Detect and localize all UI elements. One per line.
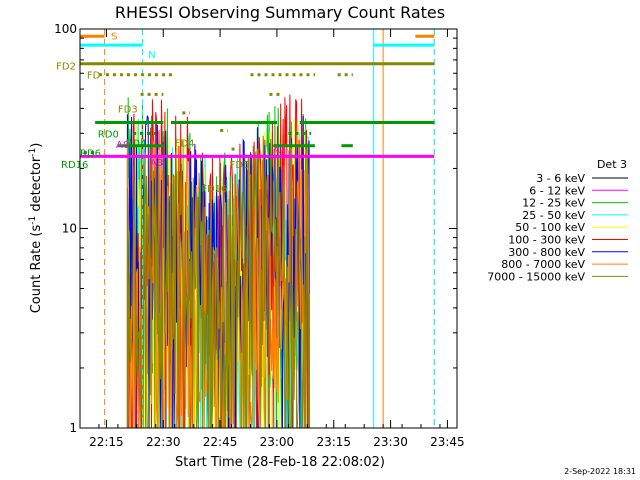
- flag-label-5: FD4: [175, 138, 195, 149]
- x-tick-label-3: 23:00: [260, 435, 295, 449]
- flag-label-14: A3: [150, 158, 163, 169]
- flag-label-2: FD: [87, 71, 101, 82]
- y-tick-label-2: 100: [54, 22, 77, 36]
- y-axis: 1 10 100: [54, 22, 457, 435]
- legend-label-5: 100 - 300 keV: [508, 234, 585, 247]
- legend-label-2: 12 - 25 keV: [522, 197, 585, 210]
- x-axis: 22:15 22:30 22:45 23:00 23:15 23:30 23:45: [79, 29, 465, 449]
- legend-label-0: 3 - 6 keV: [536, 172, 585, 185]
- y-label-sup2: -1: [28, 148, 38, 157]
- y-tick-label-0: 1: [69, 421, 77, 435]
- flag-label-8: RD0: [98, 129, 119, 140]
- y-label-end: ): [29, 143, 44, 148]
- y-tick-label-1: 10: [62, 222, 77, 236]
- x-axis-label: Start Time (28-Feb-18 22:08:02): [175, 455, 385, 470]
- series-trace-8: [126, 135, 310, 428]
- legend-label-8: 7000 - 15000 keV: [487, 270, 585, 283]
- flag-label-9: RD4: [125, 138, 146, 149]
- legend-label-4: 50 - 100 keV: [515, 221, 585, 234]
- flag-label-6: FD5: [230, 160, 250, 171]
- x-tick-label-0: 22:15: [89, 435, 124, 449]
- flag-label-4: FD3: [118, 104, 138, 115]
- plot-area: [80, 29, 435, 428]
- x-tick-label-2: 22:45: [203, 435, 238, 449]
- series-trace-4: [126, 117, 310, 428]
- footer-timestamp: 2-Sep-2022 18:31: [564, 467, 636, 476]
- x-tick-label-1: 22:30: [146, 435, 181, 449]
- flag-label-13: A1: [273, 145, 286, 156]
- y-label-sup1: -1: [28, 216, 38, 225]
- flag-label-1: N: [148, 50, 155, 61]
- flag-label-10: RD6: [80, 149, 101, 160]
- legend-label-3: 25 - 50 keV: [522, 209, 585, 222]
- y-label-mid: detector: [29, 156, 44, 216]
- legend-label-6: 300 - 800 keV: [508, 246, 585, 259]
- legend-title: Det 3: [597, 158, 627, 171]
- chart-title: RHESSI Observing Summary Count Rates: [115, 3, 445, 22]
- flag-label-11: RD16: [61, 160, 88, 171]
- flag-label-7: FD16: [201, 184, 227, 195]
- x-tick-label-6: 23:45: [430, 435, 465, 449]
- legend-label-1: 6 - 12 keV: [529, 184, 585, 197]
- legend-label-7: 800 - 7000 keV: [501, 258, 585, 271]
- flag-label-12: A0: [116, 140, 129, 151]
- flag-label-0: S: [111, 31, 117, 42]
- x-tick-label-4: 23:15: [316, 435, 351, 449]
- y-axis-label: Count Rate (s-1 detector-1): [28, 143, 44, 314]
- y-label-main: Count Rate (s: [29, 225, 44, 314]
- flag-label-3: FD2: [56, 62, 76, 73]
- x-tick-label-5: 23:30: [373, 435, 408, 449]
